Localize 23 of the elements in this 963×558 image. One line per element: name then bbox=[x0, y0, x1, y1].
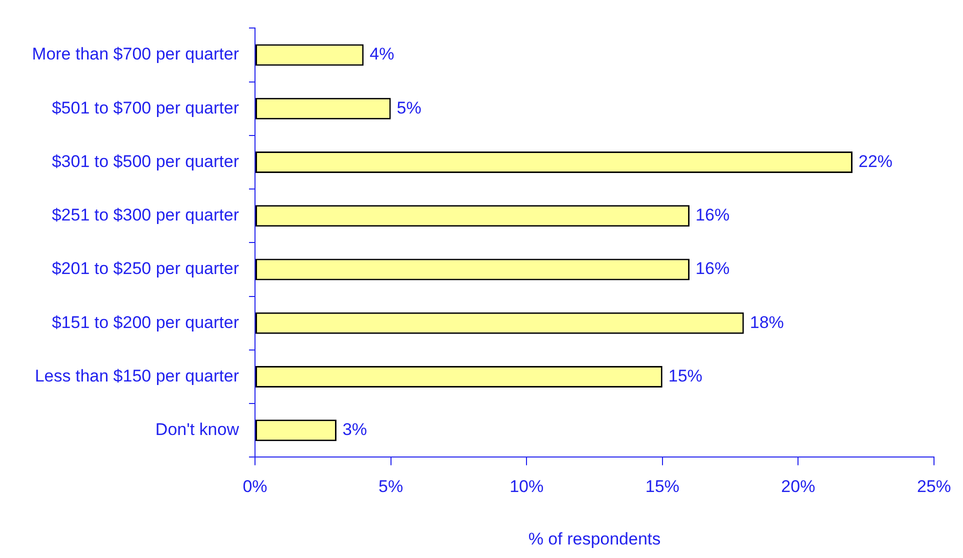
y-tick-label: Don't know bbox=[155, 420, 240, 440]
data-label: 16% bbox=[696, 259, 730, 278]
y-tick-label: Less than $150 per quarter bbox=[34, 366, 240, 386]
data-label: 16% bbox=[696, 206, 730, 225]
data-label: 15% bbox=[668, 366, 702, 386]
y-tick-label: $201 to $250 per quarter bbox=[52, 259, 240, 278]
data-label: 22% bbox=[858, 152, 893, 171]
data-label: 3% bbox=[342, 420, 368, 440]
y-tick-label: $501 to $700 per quarter bbox=[52, 98, 240, 118]
x-tick-label: 20% bbox=[781, 477, 816, 496]
y-tick-label: $301 to $500 per quarter bbox=[52, 152, 240, 171]
y-tick-label: $251 to $300 per quarter bbox=[52, 206, 240, 225]
x-tick-label: 0% bbox=[242, 477, 268, 496]
y-tick-label: More than $700 per quarter bbox=[32, 44, 240, 64]
data-label: 18% bbox=[750, 312, 784, 332]
x-tick-label: 15% bbox=[645, 477, 680, 496]
data-label: 5% bbox=[396, 98, 422, 118]
y-tick-label: $151 to $200 per quarter bbox=[52, 312, 240, 332]
x-axis-title: % of respondents bbox=[528, 529, 661, 548]
data-label: 4% bbox=[370, 44, 394, 64]
x-tick-label: 5% bbox=[378, 477, 404, 496]
x-tick-label: 25% bbox=[916, 477, 952, 496]
x-tick-label: 10% bbox=[510, 477, 544, 496]
